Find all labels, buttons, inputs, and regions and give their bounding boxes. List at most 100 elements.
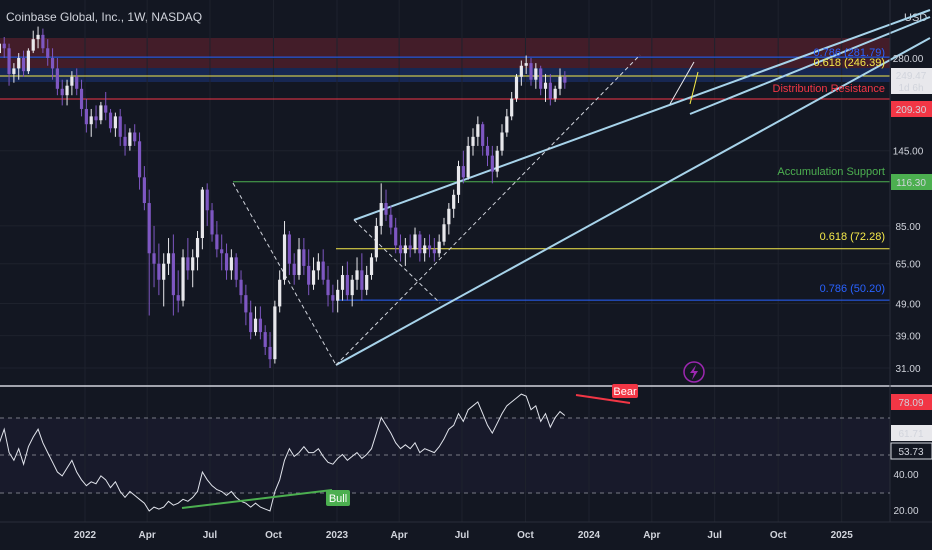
fib-upper-618-label: 0.618 (246.39) (813, 57, 885, 69)
candle (147, 189, 151, 316)
candle (176, 270, 180, 313)
candle (292, 253, 296, 285)
price-tick: 49.00 (895, 300, 920, 311)
candle (495, 145, 499, 178)
candle (505, 108, 509, 137)
candle (394, 217, 398, 254)
price-axis[interactable]: 280.00 145.00 85.00 65.00 49.00 39.00 31.00 (893, 54, 924, 375)
candle (345, 261, 349, 301)
candle (137, 132, 142, 190)
candle (403, 238, 407, 266)
candle (340, 265, 345, 301)
candle (0, 43, 1, 54)
rsi-tick-40: 40.00 (893, 470, 918, 481)
rsi-axis[interactable]: 78.09 61.71 53.73 40.00 20.00 (890, 394, 932, 517)
time-tick: Apr (643, 530, 660, 541)
candle (432, 238, 436, 262)
candle (278, 270, 282, 313)
time-tick: 2022 (74, 530, 97, 541)
candle (282, 221, 287, 285)
fib-dash-2 (335, 54, 641, 366)
candle (258, 306, 262, 340)
candle (195, 230, 200, 271)
candle (113, 112, 117, 137)
price-tick: 65.00 (895, 260, 920, 271)
candle (166, 238, 171, 275)
price-tick: 145.00 (893, 147, 924, 158)
candle (471, 128, 475, 156)
lightning-icon[interactable] (683, 361, 705, 383)
wedge-line-1 (669, 61, 695, 105)
candle (21, 50, 26, 77)
candle (365, 265, 369, 296)
candle (171, 234, 175, 316)
rsi-value-3: 53.73 (898, 447, 923, 458)
time-tick: Apr (391, 530, 408, 541)
candle (234, 253, 238, 288)
price-tick: 31.00 (895, 364, 920, 375)
candle (485, 136, 490, 167)
bull-divergence-line (181, 489, 333, 509)
candle (418, 230, 422, 262)
time-axis[interactable]: 2022 Apr Jul Oct 2023 Apr Jul Oct 2024 Apr Jul Oct 2… (74, 530, 853, 541)
candle (456, 160, 461, 204)
countdown: 1d 6h (898, 83, 923, 94)
bear-badge: Bear (612, 384, 638, 398)
candle (519, 60, 523, 86)
fib-lower-786-label: 0.786 (50.20) (820, 283, 885, 295)
distribution-price-tag: 209.30 (891, 101, 932, 117)
fib-lower-618-label: 0.618 (72.28) (820, 231, 885, 243)
candle (539, 65, 543, 96)
bull-badge: Bull (326, 490, 350, 506)
candle (249, 300, 253, 340)
candle (447, 203, 451, 235)
last-price-tag: 249.47 1d 6h (891, 68, 932, 94)
candle (17, 53, 21, 80)
candle (558, 68, 562, 96)
candle (215, 221, 219, 258)
candle (229, 249, 233, 280)
candle (7, 43, 11, 86)
candle (31, 30, 35, 54)
time-tick: Oct (770, 530, 787, 541)
candle (297, 238, 301, 280)
candle (268, 332, 272, 368)
candle (70, 71, 74, 96)
accumulation-price-tag: 116.30 (891, 174, 932, 190)
candle (442, 217, 446, 246)
time-tick: Apr (139, 530, 156, 541)
accumulation-price: 116.30 (896, 178, 926, 189)
candle (307, 249, 311, 296)
candle (389, 205, 393, 235)
candle (524, 55, 528, 74)
candle (379, 183, 383, 235)
candle (65, 79, 69, 106)
bear-label: Bear (613, 386, 637, 398)
candle (133, 124, 137, 146)
candle (99, 101, 103, 125)
candle (186, 238, 190, 280)
candle (55, 58, 59, 96)
candle (529, 58, 533, 86)
candle (500, 124, 504, 156)
candle (543, 73, 548, 102)
candle (123, 124, 127, 156)
candle (563, 71, 567, 89)
candle (302, 238, 306, 275)
candle (244, 284, 248, 326)
channel-lower-line (335, 37, 931, 366)
candle (466, 136, 470, 180)
candle (481, 121, 485, 156)
rsi-tick-20: 20.00 (893, 506, 918, 517)
red-zone (0, 38, 890, 68)
candle (162, 253, 166, 307)
candle (239, 270, 243, 304)
candle (2, 37, 6, 58)
candle (427, 234, 432, 258)
candle (181, 249, 185, 307)
candle (548, 73, 552, 106)
candle (200, 187, 204, 250)
chart-title: Coinbase Global, Inc., 1W, NASDAQ (6, 10, 203, 24)
time-tick: Jul (707, 530, 722, 541)
